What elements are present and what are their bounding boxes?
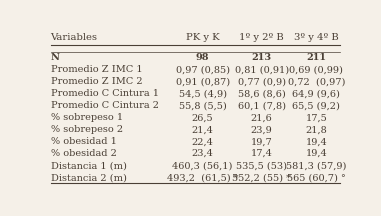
Text: Promedio Z IMC 2: Promedio Z IMC 2: [51, 77, 142, 86]
Text: 213: 213: [251, 53, 272, 62]
Text: 552,2 (55) *: 552,2 (55) *: [232, 173, 291, 182]
Text: 21,4: 21,4: [192, 125, 214, 134]
Text: 0,91 (0,87): 0,91 (0,87): [176, 77, 230, 86]
Text: 54,5 (4,9): 54,5 (4,9): [179, 89, 227, 98]
Text: 17,5: 17,5: [306, 113, 327, 122]
Text: Distancia 2 (m): Distancia 2 (m): [51, 173, 126, 182]
Text: N: N: [51, 53, 59, 62]
Text: % obesidad 1: % obesidad 1: [51, 137, 117, 146]
Text: 565 (60,7) °: 565 (60,7) °: [287, 173, 346, 182]
Text: 21,6: 21,6: [251, 113, 272, 122]
Text: 21,8: 21,8: [306, 125, 327, 134]
Text: 22,4: 22,4: [192, 137, 214, 146]
Text: 0,72  (0,97): 0,72 (0,97): [288, 77, 345, 86]
Text: 98: 98: [196, 53, 210, 62]
Text: % sobrepeso 2: % sobrepeso 2: [51, 125, 123, 134]
Text: Promedio Z IMC 1: Promedio Z IMC 1: [51, 65, 142, 74]
Text: 0,69 (0,99): 0,69 (0,99): [290, 65, 343, 74]
Text: PK y K: PK y K: [186, 33, 219, 41]
Text: 211: 211: [306, 53, 326, 62]
Text: 0,97 (0,85): 0,97 (0,85): [176, 65, 230, 74]
Text: 3º y 4º B: 3º y 4º B: [294, 33, 339, 41]
Text: 535,5 (53): 535,5 (53): [236, 161, 287, 170]
Text: Variables: Variables: [51, 33, 98, 41]
Text: 19,4: 19,4: [306, 137, 327, 146]
Text: 19,7: 19,7: [251, 137, 272, 146]
Text: 65,5 (9,2): 65,5 (9,2): [292, 101, 340, 110]
Text: 60,1 (7,8): 60,1 (7,8): [238, 101, 286, 110]
Text: 23,4: 23,4: [192, 149, 214, 158]
Text: Promedio C Cintura 2: Promedio C Cintura 2: [51, 101, 158, 110]
Text: 1º y 2º B: 1º y 2º B: [239, 33, 284, 41]
Text: % obesidad 2: % obesidad 2: [51, 149, 117, 158]
Text: 460,3 (56,1): 460,3 (56,1): [173, 161, 233, 170]
Text: 0,77 (0,9): 0,77 (0,9): [238, 77, 286, 86]
Text: 0,81 (0,91): 0,81 (0,91): [235, 65, 289, 74]
Text: 581,3 (57,9): 581,3 (57,9): [286, 161, 346, 170]
Text: 64,9 (9,6): 64,9 (9,6): [292, 89, 340, 98]
Text: Distancia 1 (m): Distancia 1 (m): [51, 161, 126, 170]
Text: 17,4: 17,4: [251, 149, 273, 158]
Text: 23,9: 23,9: [251, 125, 272, 134]
Text: 26,5: 26,5: [192, 113, 213, 122]
Text: 19,4: 19,4: [306, 149, 327, 158]
Text: Promedio C Cintura 1: Promedio C Cintura 1: [51, 89, 158, 98]
Text: 493,2  (61,5) *: 493,2 (61,5) *: [167, 173, 239, 182]
Text: % sobrepeso 1: % sobrepeso 1: [51, 113, 123, 122]
Text: 55,8 (5,5): 55,8 (5,5): [179, 101, 227, 110]
Text: 58,6 (8,6): 58,6 (8,6): [238, 89, 286, 98]
